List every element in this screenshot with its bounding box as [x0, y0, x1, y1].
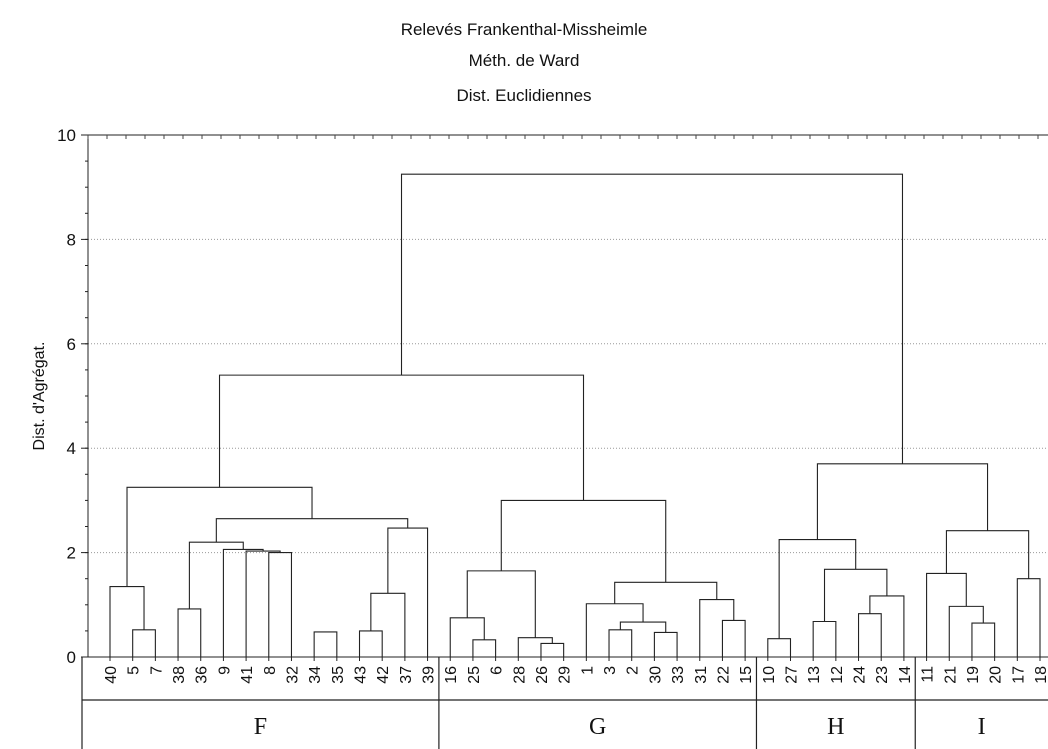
dendrogram-link — [500, 499, 667, 583]
leaf-label: 21 — [942, 666, 959, 684]
dendrogram-link — [948, 605, 984, 657]
dendrogram-link — [721, 619, 746, 657]
dendrogram-link — [400, 173, 904, 464]
leaf-label: 14 — [897, 666, 914, 684]
chart-subtitle-method: Méth. de Ward — [468, 51, 580, 70]
group-label: G — [589, 714, 606, 740]
y-tick-label: 8 — [67, 230, 76, 249]
leaf-label: 36 — [194, 666, 211, 684]
leaf-label: 29 — [557, 666, 574, 684]
leaf-label: 23 — [874, 666, 891, 684]
leaf-label: 20 — [988, 666, 1005, 684]
leaf-label: 8 — [262, 666, 279, 675]
group-label: I — [978, 714, 986, 740]
leaf-label: 9 — [216, 666, 233, 675]
dendrogram-link — [816, 463, 989, 540]
leaf-label: 43 — [353, 666, 370, 684]
dendrogram-link — [653, 631, 678, 657]
dendrogram-link — [466, 570, 536, 638]
leaf-label: 30 — [647, 666, 664, 684]
leaf-label: 42 — [375, 666, 392, 684]
y-axis-label: Dist. d'Agrégat. — [31, 342, 48, 451]
chart-subtitle-distance: Dist. Euclidiennes — [456, 86, 592, 105]
dendrogram-link — [358, 630, 383, 657]
dendrogram-link — [767, 638, 792, 657]
leaf-label: 11 — [920, 666, 937, 683]
leaf-label: 13 — [806, 666, 823, 684]
dendrogram-link — [218, 374, 585, 501]
leaf-label: 7 — [148, 666, 165, 675]
dendrogram-link — [608, 629, 633, 657]
leaf-label: 26 — [534, 666, 551, 684]
dendrogram-link — [215, 518, 409, 543]
dendrogram-link — [109, 585, 145, 657]
leaf-label: 28 — [511, 666, 528, 684]
dendrogram-link — [619, 621, 667, 633]
leaf-label: 2 — [625, 666, 642, 675]
chart-title: Relevés Frankenthal-Missheimle — [400, 20, 648, 39]
dendrogram-link — [177, 608, 202, 657]
leaf-label: 41 — [239, 666, 256, 684]
dendrogram-link — [126, 486, 313, 587]
leaf-label: 38 — [171, 666, 188, 684]
dendrogram-link — [449, 617, 485, 657]
leaf-label: 18 — [1033, 666, 1048, 684]
leaf-label: 37 — [398, 666, 415, 684]
dendrogram-link — [945, 530, 1030, 579]
dendrogram-link — [869, 595, 905, 657]
y-tick-label: 6 — [67, 335, 76, 354]
leaf-label: 27 — [783, 666, 800, 684]
leaf-label: 10 — [761, 666, 778, 684]
leaf-label: 6 — [489, 666, 506, 675]
dendrogram-link — [540, 642, 565, 657]
leaf-label: 32 — [284, 666, 301, 684]
leaf-label: 1 — [579, 666, 596, 675]
dendrogram-link — [971, 622, 996, 657]
leaf-label: 15 — [738, 666, 755, 684]
dendrogram-link — [778, 538, 857, 639]
dendrogram-link — [857, 613, 882, 657]
dendrogram-link — [387, 527, 429, 657]
dendrogram-link — [132, 629, 156, 657]
dendrogram-link — [812, 620, 837, 657]
leaf-label: 33 — [670, 666, 687, 684]
group-label: H — [827, 714, 844, 740]
leaf-label: 3 — [602, 666, 619, 675]
dendrogram-link — [472, 639, 497, 657]
leaf-label: 19 — [965, 666, 982, 684]
dendrogram-link — [268, 552, 293, 657]
leaf-label: 40 — [103, 666, 120, 684]
dendrogram-link — [245, 550, 281, 657]
dendrogram-link — [614, 581, 718, 604]
leaf-label: 17 — [1010, 666, 1027, 684]
dendrogram-link — [370, 592, 406, 657]
leaf-label: 35 — [330, 666, 347, 684]
dendrogram-link — [926, 572, 967, 657]
leaf-label: 5 — [126, 666, 143, 675]
dendrogram-link — [222, 548, 264, 657]
dendrogram-link — [313, 631, 338, 657]
y-tick-label: 0 — [67, 648, 76, 667]
y-tick-label: 10 — [57, 126, 76, 145]
dendrogram-link — [1016, 578, 1041, 657]
y-tick-label: 2 — [67, 544, 76, 563]
leaf-label: 12 — [829, 666, 846, 684]
dendrogram-link — [517, 637, 553, 657]
leaf-label: 24 — [852, 666, 869, 684]
leaf-label: 25 — [466, 666, 483, 684]
y-tick-label: 4 — [67, 439, 76, 458]
leaf-label: 39 — [421, 666, 438, 684]
leaf-label: 16 — [443, 666, 460, 684]
group-label: F — [254, 714, 267, 740]
dendrogram-link — [699, 599, 735, 657]
leaf-label: 34 — [307, 666, 324, 684]
leaf-label: 22 — [715, 666, 732, 684]
leaf-label: 31 — [693, 666, 710, 684]
